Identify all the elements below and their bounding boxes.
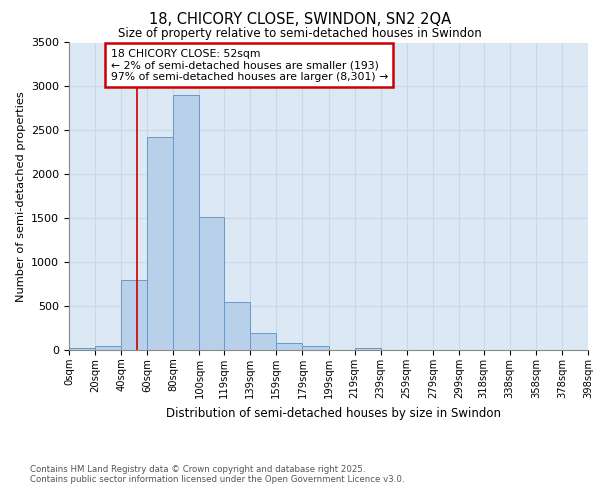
Bar — [277, 342, 302, 350]
Text: Size of property relative to semi-detached houses in Swindon: Size of property relative to semi-detach… — [118, 28, 482, 40]
Bar — [95, 346, 121, 350]
Y-axis label: Number of semi-detached properties: Number of semi-detached properties — [16, 91, 26, 302]
Bar — [355, 348, 380, 350]
Bar — [302, 346, 329, 350]
Bar — [250, 334, 277, 350]
Bar — [121, 280, 147, 350]
Bar — [224, 302, 250, 350]
Text: 18, CHICORY CLOSE, SWINDON, SN2 2QA: 18, CHICORY CLOSE, SWINDON, SN2 2QA — [149, 12, 451, 28]
Bar — [147, 138, 173, 350]
Text: 18 CHICORY CLOSE: 52sqm
← 2% of semi-detached houses are smaller (193)
97% of se: 18 CHICORY CLOSE: 52sqm ← 2% of semi-det… — [110, 48, 388, 82]
Text: Contains HM Land Registry data © Crown copyright and database right 2025.
Contai: Contains HM Land Registry data © Crown c… — [30, 465, 404, 484]
Text: Distribution of semi-detached houses by size in Swindon: Distribution of semi-detached houses by … — [166, 408, 500, 420]
Bar — [69, 348, 95, 350]
Bar — [173, 95, 199, 350]
Bar — [199, 218, 224, 350]
